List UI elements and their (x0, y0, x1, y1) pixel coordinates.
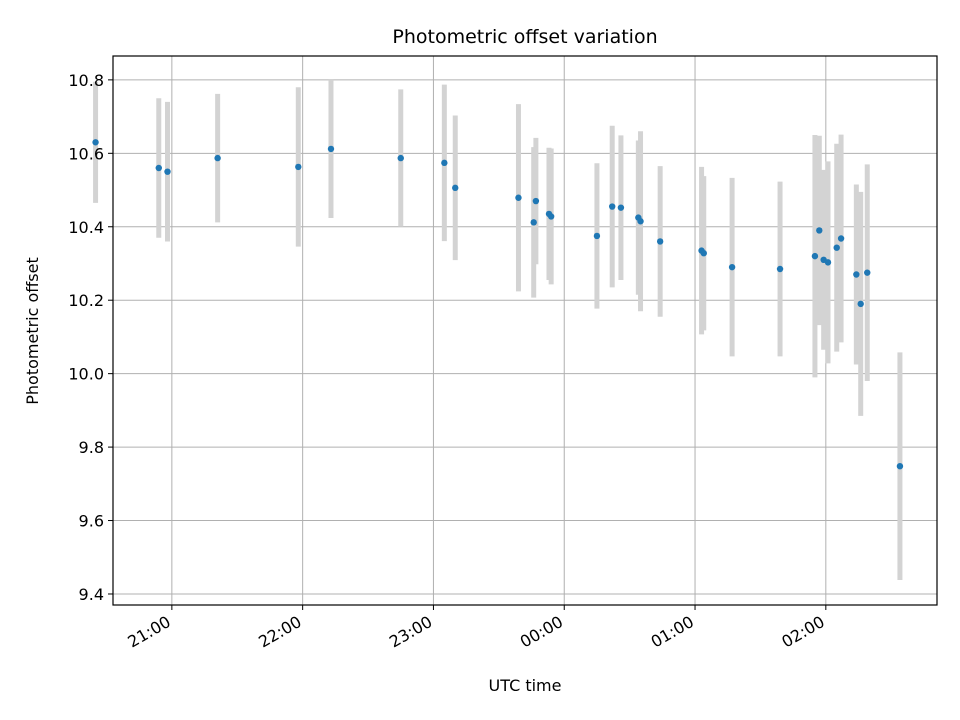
data-point (728, 263, 736, 271)
x-tick-label: 23:00 (386, 612, 435, 652)
x-tick-label: 22:00 (255, 612, 304, 652)
data-point (837, 235, 845, 242)
error-bars (93, 79, 903, 581)
data-point (397, 154, 404, 162)
chart-title: Photometric offset variation (392, 26, 657, 48)
data-point (608, 203, 616, 210)
data-point (441, 159, 448, 167)
data-point (857, 300, 864, 308)
y-tick-label: 9.4 (79, 585, 104, 604)
data-point (295, 163, 302, 171)
y-axis-ticks: 9.4 9.6 9.8 10.0 10.2 10.4 10.6 10.8 (68, 71, 113, 604)
data-point (656, 238, 664, 245)
y-tick-label: 9.6 (79, 512, 104, 531)
data-point (155, 164, 162, 172)
data-point (593, 232, 601, 240)
y-tick-label: 10.0 (68, 365, 104, 384)
y-tick-label: 10.2 (68, 291, 104, 310)
x-axis-label: UTC time (489, 676, 562, 695)
y-tick-label: 9.8 (79, 438, 104, 457)
data-point (617, 204, 625, 211)
data-point (816, 227, 823, 234)
data-point (452, 184, 459, 192)
x-tick-label: 00:00 (517, 612, 566, 652)
data-point (833, 244, 840, 251)
x-tick-label: 21:00 (124, 612, 173, 652)
x-axis-ticks: 21:00 22:00 23:00 00:00 01:00 02:00 (124, 605, 828, 652)
data-point (776, 265, 784, 273)
data-point (532, 197, 540, 205)
data-point (327, 145, 335, 153)
y-axis-label: Photometric offset (23, 257, 42, 405)
data-point (164, 168, 171, 175)
data-point (864, 269, 871, 276)
data-point (811, 252, 819, 260)
data-point (214, 154, 221, 162)
data-point (92, 139, 99, 146)
data-point (547, 213, 555, 220)
data-point (824, 259, 832, 266)
data-point (853, 271, 860, 278)
y-tick-label: 10.8 (68, 71, 104, 90)
data-point (896, 462, 904, 470)
x-tick-label: 02:00 (778, 612, 827, 652)
x-tick-label: 01:00 (648, 612, 697, 652)
data-points (92, 139, 904, 470)
data-point (530, 219, 537, 226)
data-point (515, 194, 522, 201)
plot-frame (112, 55, 938, 606)
data-point (700, 249, 707, 257)
y-tick-label: 10.6 (68, 144, 104, 163)
data-point (637, 218, 644, 225)
y-tick-label: 10.4 (68, 218, 104, 237)
